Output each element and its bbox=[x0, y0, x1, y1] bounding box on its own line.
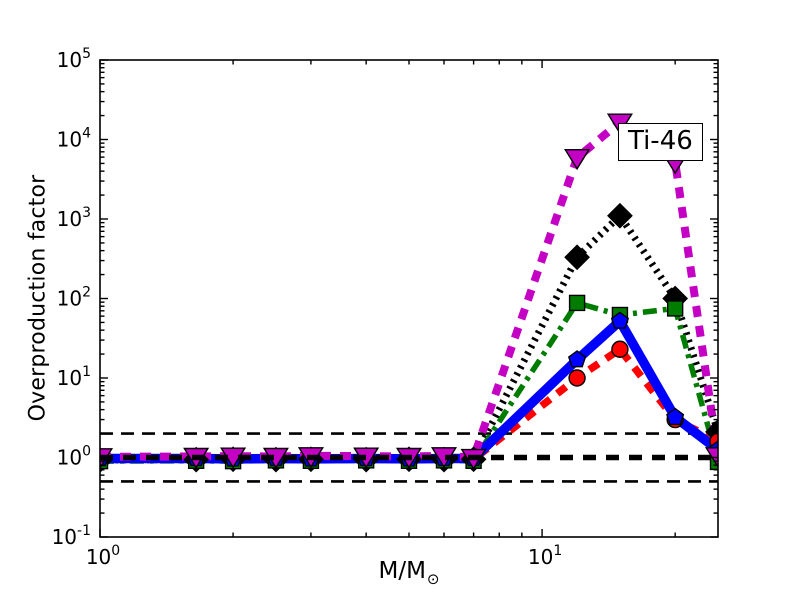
isotope-annotation-box: Ti-46 bbox=[618, 123, 703, 161]
y-axis-label: Overproduction factor bbox=[25, 174, 51, 422]
x-tick-label: 101 bbox=[528, 543, 562, 569]
isotope-annotation-text: Ti-46 bbox=[628, 126, 693, 156]
series-line-triangle-down bbox=[100, 117, 718, 462]
marker-circle bbox=[611, 340, 629, 358]
marker-diamond bbox=[564, 244, 590, 271]
x-axis-label-text: M/M bbox=[378, 558, 426, 584]
marker-pentagon bbox=[666, 407, 685, 426]
marker-diamond bbox=[607, 202, 633, 229]
marker-square bbox=[666, 300, 684, 317]
x-tick-label: 100 bbox=[86, 543, 120, 569]
marker-circle bbox=[568, 369, 586, 387]
y-tick-label: 101 bbox=[57, 364, 91, 390]
y-tick-label: 102 bbox=[57, 285, 91, 311]
series-line-pentagon bbox=[100, 313, 718, 464]
marker-triangle-down bbox=[564, 149, 591, 171]
y-tick-label: 100 bbox=[57, 444, 91, 470]
marker-pentagon bbox=[610, 311, 630, 329]
series-line-circle bbox=[100, 344, 718, 464]
y-tick-label: 104 bbox=[57, 126, 91, 152]
marker-pentagon bbox=[567, 350, 587, 368]
solar-mass-symbol: ⊙ bbox=[426, 570, 440, 588]
plot-area bbox=[100, 113, 718, 483]
y-tick-label: 105 bbox=[57, 46, 91, 72]
x-axis-label: M/M⊙ bbox=[378, 558, 439, 588]
marker-square bbox=[568, 294, 586, 312]
y-tick-label: 103 bbox=[57, 205, 91, 231]
